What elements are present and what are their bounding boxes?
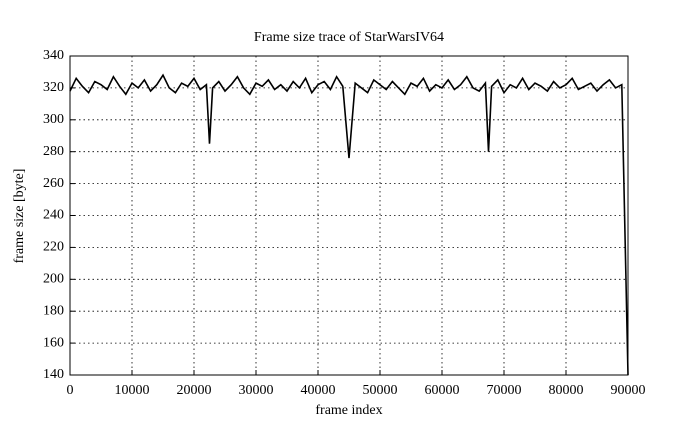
y-axis-label: frame size [byte] (12, 169, 27, 264)
plot-frame (69, 55, 629, 376)
chart-title: Frame size trace of StarWarsIV64 (254, 30, 444, 45)
x-tick-label: 30000 (239, 383, 274, 398)
y-tick-label: 300 (43, 112, 64, 127)
y-tick-label: 160 (43, 335, 64, 350)
y-tick-label: 200 (43, 272, 64, 287)
x-tick-label: 60000 (425, 383, 460, 398)
x-tick-label: 40000 (301, 383, 336, 398)
x-tick-label: 90000 (611, 383, 646, 398)
y-tick-label: 140 (43, 367, 64, 382)
y-tick-label: 260 (43, 176, 64, 191)
y-tick-label: 280 (43, 144, 64, 159)
x-tick-label: 50000 (363, 383, 398, 398)
y-tick-label: 240 (43, 208, 64, 223)
data-line (69, 73, 629, 376)
y-tick-label: 320 (43, 80, 64, 95)
y-tick-label: 220 (43, 240, 64, 255)
x-tick-label: 20000 (177, 383, 212, 398)
y-tick-label: 180 (43, 303, 64, 318)
y-tick-label: 340 (43, 48, 64, 63)
x-axis-label: frame index (315, 403, 382, 418)
x-tick-label: 80000 (549, 383, 584, 398)
x-tick-label: 10000 (115, 383, 150, 398)
x-tick-label: 70000 (487, 383, 522, 398)
x-tick-label: 0 (67, 383, 74, 398)
